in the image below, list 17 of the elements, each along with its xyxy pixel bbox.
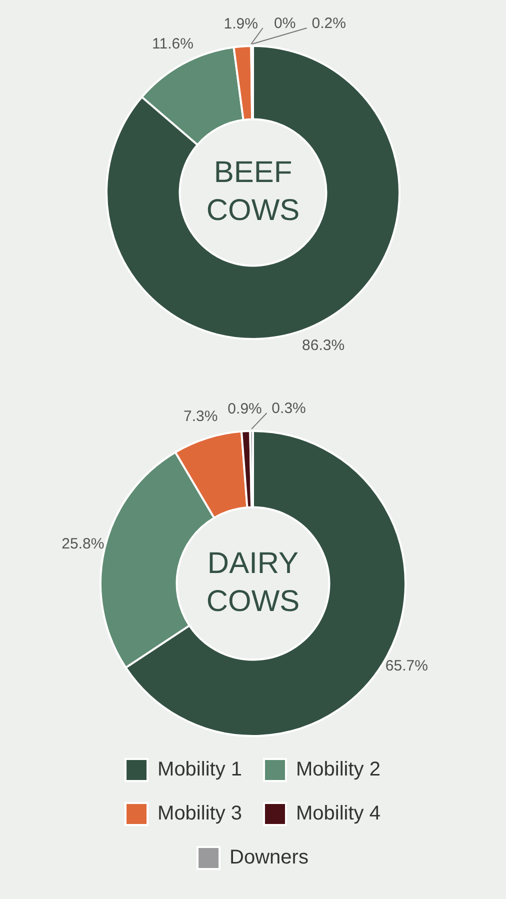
text: DAIRY COWS (206, 546, 300, 618)
legend-label: Downers (230, 846, 308, 869)
text: 0% (274, 15, 296, 32)
data-label: 0.3% (272, 400, 306, 418)
text: BEEF COWS (206, 156, 300, 227)
data-label: 11.6% (152, 35, 194, 52)
legend-label: Mobility 3 (158, 802, 242, 825)
data-label: 25.8% (62, 536, 104, 553)
legend-label: Mobility 4 (296, 802, 380, 825)
data-label: 0.9% (228, 400, 262, 418)
data-label: 86.3% (302, 336, 345, 354)
data-label: 0.2% (312, 15, 346, 32)
data-label: 7.3% (184, 408, 218, 426)
legend-label: Mobility 2 (296, 758, 380, 781)
data-label: 65.7% (385, 657, 428, 674)
data-label: 1.9% (224, 16, 258, 33)
legend-label: Mobility 1 (158, 758, 242, 781)
